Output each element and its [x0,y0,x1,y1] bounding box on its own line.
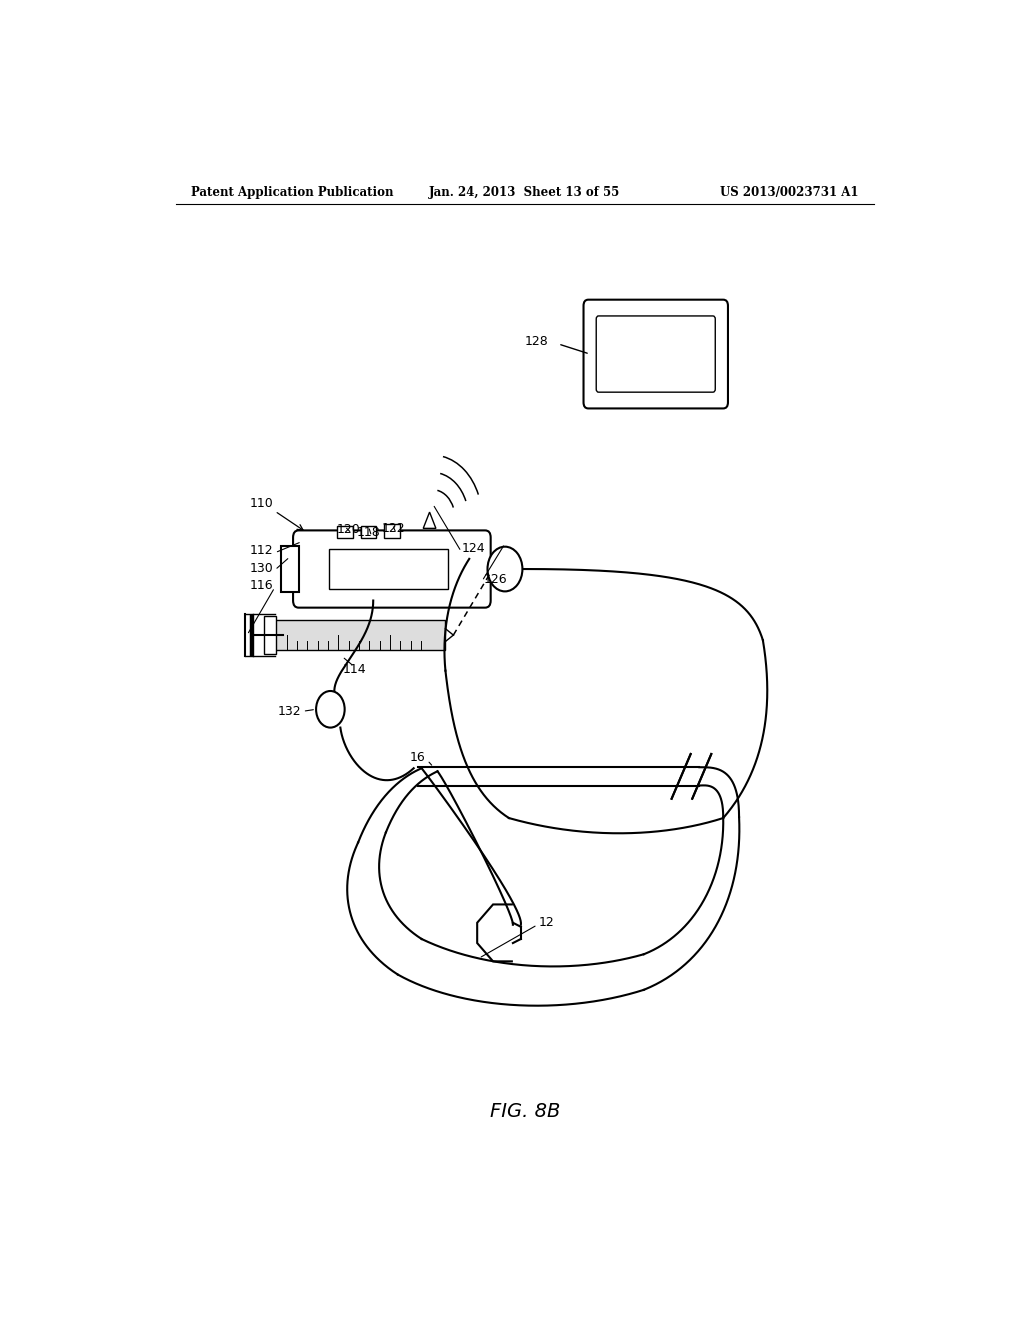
Bar [274,620,445,651]
Text: 130: 130 [250,561,273,574]
Bar [384,524,400,537]
Text: 16: 16 [410,751,426,763]
Polygon shape [423,512,436,528]
Text: Jan. 24, 2013  Sheet 13 of 55: Jan. 24, 2013 Sheet 13 of 55 [429,186,621,199]
Bar [337,527,352,537]
Bar [672,766,712,787]
Text: US 2013/0023731 A1: US 2013/0023731 A1 [720,186,858,199]
FancyBboxPatch shape [596,315,715,392]
FancyBboxPatch shape [293,531,490,607]
Circle shape [316,690,345,727]
Text: FIG. 8B: FIG. 8B [489,1102,560,1121]
Text: 116: 116 [250,578,273,591]
Text: 112: 112 [250,544,273,557]
Bar [360,527,377,537]
Polygon shape [477,904,513,961]
Text: 110: 110 [250,498,273,511]
Text: 126: 126 [483,573,507,586]
Bar [282,545,299,593]
Text: 12: 12 [539,916,555,929]
Text: 122: 122 [382,521,406,535]
Text: 128: 128 [525,335,549,348]
Text: 124: 124 [461,543,485,556]
Text: 118: 118 [356,525,380,539]
Text: Patent Application Publication: Patent Application Publication [191,186,394,199]
Bar [329,549,447,589]
Text: 132: 132 [278,705,301,718]
Bar [264,615,276,655]
Text: 114: 114 [342,663,366,676]
Circle shape [487,546,522,591]
Text: 120: 120 [337,523,360,536]
FancyBboxPatch shape [584,300,728,408]
